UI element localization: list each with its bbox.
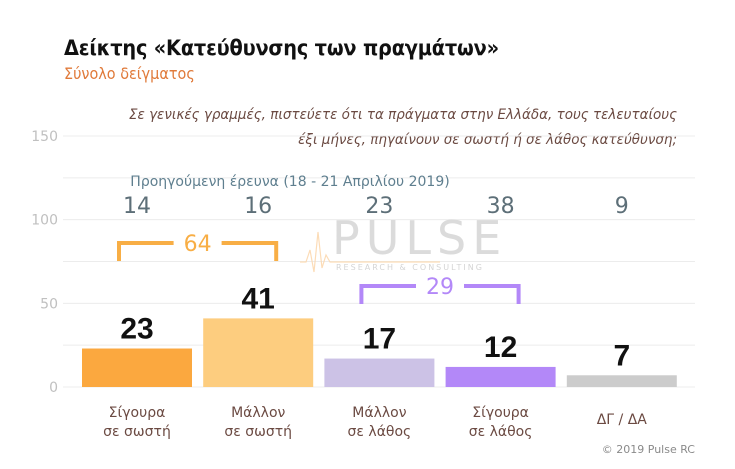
category-label: Σίγουρα <box>109 405 166 421</box>
category-labels: Σίγουρα σε σωστή Μάλλον σε σωστή Μάλλον σε λά… <box>103 405 647 440</box>
category-label: Μάλλον <box>352 405 406 421</box>
value-label: 41 <box>242 282 275 315</box>
group-bracket: 29 <box>359 275 521 304</box>
pulse-wave-icon <box>300 231 440 273</box>
bar <box>445 366 556 387</box>
bar <box>324 358 435 387</box>
value-label: 12 <box>484 331 517 364</box>
y-tick-label: 100 <box>31 213 58 229</box>
previous-survey-value: 23 <box>365 194 393 219</box>
watermark-tagline: RESEARCH & CONSULTING <box>336 263 484 272</box>
bracket-total-label: 29 <box>426 275 454 300</box>
chart-title: Δείκτης «Κατεύθυνσης των πραγμάτων» <box>64 36 499 60</box>
y-tick-label: 0 <box>49 380 58 396</box>
y-axis-ticks: 0 50 100 150 <box>31 129 58 396</box>
question-line-1: Σε γενικές γραμμές, πιστεύετε ότι τα πρά… <box>128 107 677 123</box>
bar <box>566 375 677 387</box>
category-label: σε λάθος <box>469 424 533 440</box>
previous-survey-values: 14 16 23 38 9 <box>123 194 629 219</box>
watermark-brand: PULSE <box>332 211 507 265</box>
category-label: σε σωστή <box>103 424 171 440</box>
copyright: © 2019 Pulse RC <box>601 443 695 456</box>
bar <box>82 348 192 387</box>
bars <box>82 318 677 387</box>
value-label: 23 <box>120 313 153 346</box>
value-label: 17 <box>363 323 396 356</box>
bracket-right-arm <box>464 284 521 304</box>
chart-subtitle: Σύνολο δείγματος <box>64 64 195 83</box>
previous-survey-value: 16 <box>244 194 272 219</box>
category-label: ΔΓ / ΔΑ <box>597 412 648 428</box>
category-label: Μάλλον <box>231 405 285 421</box>
group-bracket: 64 <box>117 232 279 261</box>
category-label: σε σωστή <box>224 424 292 440</box>
bracket-left-arm <box>117 241 174 261</box>
value-label: 7 <box>613 339 630 372</box>
previous-survey-value: 14 <box>123 194 151 219</box>
y-tick-label: 150 <box>31 129 58 145</box>
bracket-left-arm <box>359 284 416 304</box>
previous-survey-value: 9 <box>615 194 629 219</box>
bar <box>203 318 314 387</box>
previous-survey-value: 38 <box>487 194 515 219</box>
value-labels: 23 41 17 12 7 <box>120 282 630 372</box>
bracket-right-arm <box>221 241 279 261</box>
y-tick-label: 50 <box>40 296 58 312</box>
watermark: PULSE RESEARCH & CONSULTING <box>300 211 507 273</box>
category-label: σε λάθος <box>348 424 412 440</box>
previous-survey-label: Προηγούμενη έρευνα (18 - 21 Απριλίου 201… <box>130 174 449 190</box>
bracket-total-label: 64 <box>184 232 212 257</box>
group-brackets: 64 29 <box>117 232 521 304</box>
category-label: Σίγουρα <box>472 405 529 421</box>
